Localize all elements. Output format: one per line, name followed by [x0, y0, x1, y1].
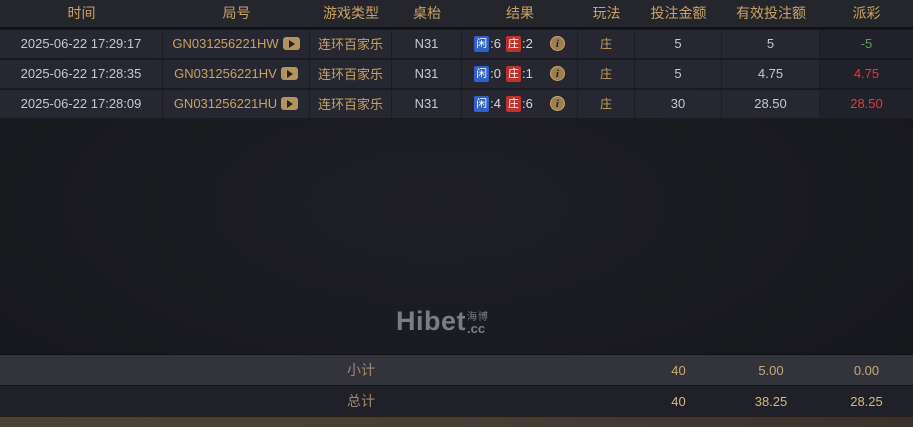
subtotal-label: 小计: [347, 362, 375, 378]
subtotal-valid-bet: 5.00: [758, 362, 784, 378]
cell-round: GN031256221HW: [163, 29, 310, 59]
info-icon[interactable]: i: [549, 96, 565, 111]
play-video-icon[interactable]: [281, 97, 299, 110]
empty-area: Hibet 海博 .cc: [0, 119, 913, 354]
cell-play: 庄: [578, 89, 635, 119]
banker-score: :2: [522, 36, 533, 51]
cell-bet-amount: 30: [635, 89, 722, 119]
column-header-time: 时间: [67, 5, 96, 21]
player-tag: 闲: [474, 65, 490, 82]
play-video-icon[interactable]: [282, 37, 300, 50]
cell-game-type: 连环百家乐: [310, 89, 392, 119]
banker-score: :1: [522, 66, 533, 81]
cell-result: 闲 :0 庄 :1 i: [462, 59, 578, 89]
cell-payout: -5: [820, 29, 913, 59]
cell-result: 闲 :6 庄 :2 i: [462, 29, 578, 59]
cell-payout: 28.50: [820, 89, 913, 119]
column-header-bet-amount: 投注金额: [650, 5, 707, 21]
total-valid-bet: 38.25: [754, 393, 788, 409]
cell-valid-bet: 4.75: [722, 59, 820, 89]
banker-tag: 庄: [506, 65, 521, 82]
cell-play: 庄: [578, 59, 635, 89]
cell-time: 2025-06-22 17:29:17: [0, 29, 163, 59]
cell-bet-amount: 5: [635, 59, 722, 89]
cell-payout: 4.75: [820, 59, 913, 89]
hibet-watermark-logo: Hibet 海博 .cc: [396, 306, 489, 336]
play-video-icon[interactable]: [280, 67, 298, 80]
info-icon[interactable]: i: [549, 36, 565, 51]
total-payout: 28.25: [850, 393, 883, 409]
column-header-game-type: 游戏类型: [323, 5, 379, 21]
column-header-table: 桌枱: [413, 5, 441, 21]
cell-bet-amount: 5: [635, 29, 722, 59]
bottom-bar: [0, 416, 913, 427]
cell-game-type: 连环百家乐: [310, 29, 392, 59]
table-header-row: 时间 局号 游戏类型 桌枱 结果 玩法 投注金额 有效投注额 派彩: [0, 0, 913, 29]
round-id: GN031256221HU: [173, 96, 278, 111]
info-icon[interactable]: i: [549, 66, 565, 81]
column-header-valid-bet: 有效投注额: [736, 5, 806, 21]
cell-time: 2025-06-22 17:28:35: [0, 59, 163, 89]
cell-table: N31: [392, 89, 462, 119]
player-score: :0: [490, 66, 501, 81]
banker-tag: 庄: [506, 95, 521, 112]
watermark-tld-text: .cc: [467, 321, 486, 336]
table-row: 2025-06-22 17:28:35 GN031256221HV 连环百家乐 …: [0, 59, 913, 89]
cell-valid-bet: 5: [722, 29, 820, 59]
cell-game-type: 连环百家乐: [310, 59, 392, 89]
player-tag: 闲: [474, 35, 490, 52]
cell-table: N31: [392, 59, 462, 89]
player-score: :6: [490, 36, 501, 51]
cell-result: 闲 :4 庄 :6 i: [462, 89, 578, 119]
cell-round: GN031256221HU: [163, 89, 310, 119]
column-header-round: 局号: [222, 5, 251, 21]
table-row: 2025-06-22 17:29:17 GN031256221HW 连环百家乐 …: [0, 29, 913, 59]
cell-table: N31: [392, 29, 462, 59]
banker-tag: 庄: [506, 35, 521, 52]
cell-play: 庄: [578, 29, 635, 59]
watermark-chinese-text: 海博: [467, 312, 489, 323]
column-header-payout: 派彩: [852, 5, 881, 21]
column-header-play: 玩法: [592, 5, 621, 21]
subtotal-bet-amount: 40: [671, 362, 686, 378]
cell-round: GN031256221HV: [163, 59, 310, 89]
column-header-result: 结果: [506, 5, 534, 21]
round-id: GN031256221HV: [174, 66, 277, 81]
subtotal-payout: 0.00: [853, 362, 880, 378]
round-id: GN031256221HW: [172, 36, 279, 51]
watermark-brand-text: Hibet: [396, 306, 466, 336]
cell-valid-bet: 28.50: [722, 89, 820, 119]
banker-score: :6: [522, 96, 533, 111]
player-score: :4: [490, 96, 501, 111]
total-label: 总计: [347, 393, 375, 409]
cell-time: 2025-06-22 17:28:09: [0, 89, 163, 119]
table-row: 2025-06-22 17:28:09 GN031256221HU 连环百家乐 …: [0, 89, 913, 119]
total-bet-amount: 40: [671, 393, 686, 409]
subtotal-row: 小计 40 5.00 0.00: [0, 354, 913, 385]
total-row: 总计 40 38.25 28.25: [0, 385, 913, 416]
player-tag: 闲: [474, 95, 490, 112]
